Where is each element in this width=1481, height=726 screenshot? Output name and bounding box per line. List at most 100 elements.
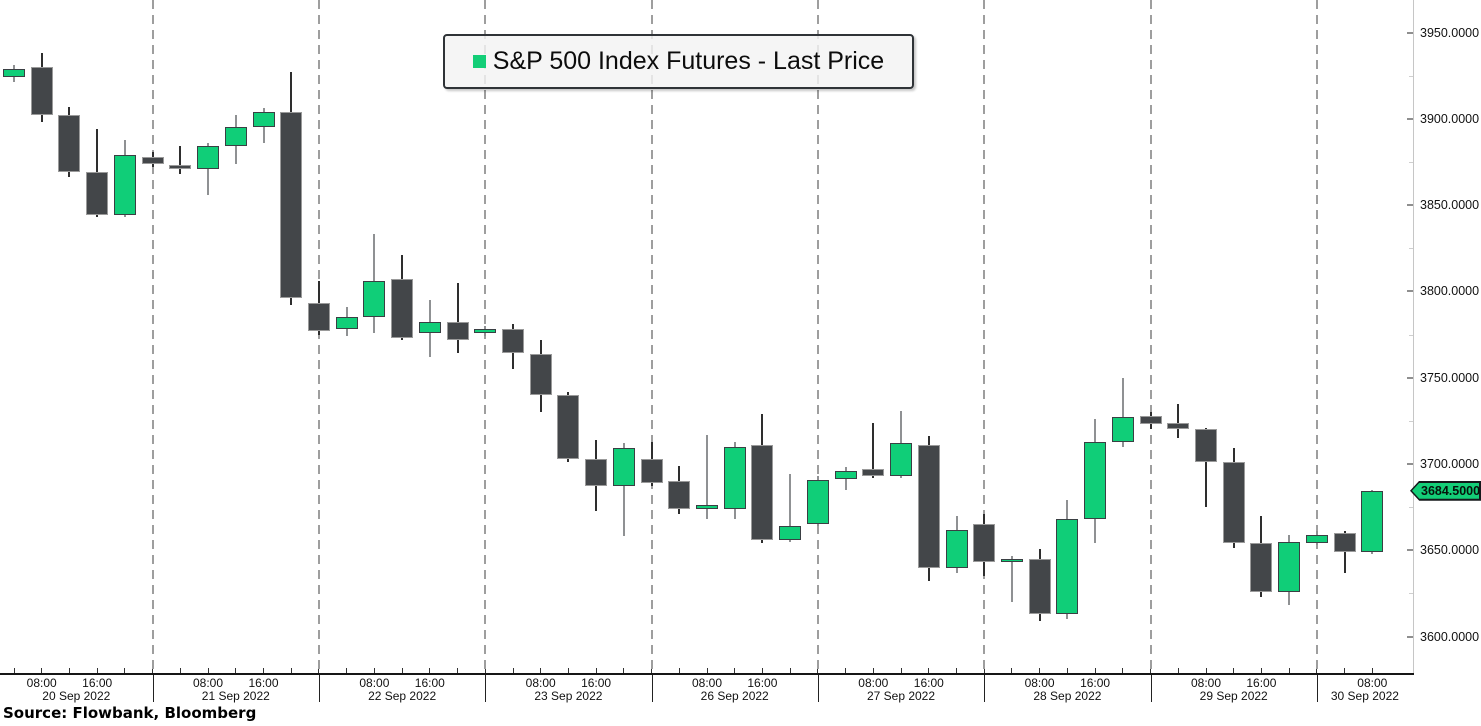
candle-body: [1361, 490, 1384, 552]
candle-body: [1195, 429, 1217, 463]
time-tick: [734, 668, 736, 673]
candle-body: [862, 469, 885, 476]
candle-wick: [1205, 427, 1207, 508]
date-label: 20 Sep 2022: [42, 689, 111, 703]
candle-body: [474, 329, 497, 333]
time-tick: [346, 668, 348, 673]
date-label: 27 Sep 2022: [866, 689, 936, 703]
time-label: 08:00: [192, 676, 224, 690]
time-tick: [124, 668, 126, 673]
date-label: 23 Sep 2022: [534, 689, 603, 703]
day-separator-gridline: [1149, 0, 1152, 673]
time-tick: [512, 668, 514, 673]
price-label: 3750.0000: [1420, 370, 1480, 385]
time-tick: [41, 668, 43, 673]
day-separator-gridline: [151, 0, 154, 673]
candle-body: [1333, 533, 1356, 552]
candle-body: [696, 505, 718, 509]
day-separator-tick: [1316, 675, 1318, 702]
candle-body: [1084, 441, 1107, 520]
candle-body: [280, 111, 303, 299]
price-tick: [1407, 31, 1413, 34]
source-caption: Source: Flowbank, Bloomberg: [3, 704, 257, 722]
candle-wick: [456, 282, 459, 354]
day-separator-gridline: [650, 0, 653, 673]
time-tick: [1177, 668, 1179, 673]
candle-body: [141, 156, 164, 164]
time-tick: [540, 668, 542, 673]
candle-body: [1000, 558, 1023, 563]
price-tick: [1407, 635, 1413, 638]
candle-body: [1278, 541, 1301, 592]
time-label: 08:00: [359, 676, 390, 690]
time-tick: [1066, 668, 1068, 673]
candle-body: [1167, 422, 1190, 430]
candle-body: [418, 322, 441, 333]
date-label: 21 Sep 2022: [201, 689, 270, 703]
candle-body: [1028, 558, 1051, 615]
time-label: 16:00: [581, 676, 612, 690]
time-tick: [1371, 668, 1373, 673]
candle-body: [197, 146, 219, 169]
day-separator-gridline: [317, 0, 320, 673]
time-tick: [263, 668, 264, 673]
day-separator-gridline: [816, 0, 819, 673]
time-tick: [1205, 668, 1207, 673]
time-tick: [872, 668, 874, 673]
candle-wick: [1121, 377, 1124, 447]
day-separator-gridline: [983, 0, 986, 673]
day-separator-tick: [485, 675, 487, 702]
candle-body: [86, 172, 109, 216]
time-tick: [845, 668, 847, 673]
candle-body: [169, 165, 192, 169]
price-minor-tick: [1409, 161, 1413, 163]
candle-body: [1111, 417, 1134, 442]
time-label: 08:00: [858, 676, 889, 690]
price-label: 3850.0000: [1420, 198, 1480, 213]
time-tick: [1094, 668, 1096, 673]
time-tick: [761, 668, 763, 673]
time-label: 08:00: [26, 676, 57, 690]
candle-body: [224, 127, 247, 147]
time-tick: [1011, 668, 1013, 673]
price-label: 3650.0000: [1420, 543, 1480, 558]
price-tick: [1407, 376, 1413, 379]
candle-body: [779, 526, 802, 540]
candle-body: [557, 394, 580, 459]
last-price-tag: 3684.5000: [1410, 480, 1481, 501]
day-separator-tick: [817, 675, 819, 702]
time-tick: [1288, 668, 1290, 673]
price-minor-tick: [1409, 420, 1413, 422]
candle-body: [1222, 462, 1245, 544]
candle-body: [668, 481, 691, 509]
time-tick: [678, 668, 680, 673]
price-minor-tick: [1409, 248, 1413, 250]
candle-wick: [179, 146, 182, 174]
time-tick: [401, 668, 403, 673]
time-tick: [179, 668, 181, 673]
price-label: 3600.0000: [1420, 629, 1480, 644]
price-label: 3950.0000: [1420, 25, 1480, 40]
candle-wick: [622, 443, 625, 537]
time-label: 16:00: [1080, 676, 1111, 690]
price-label: 3700.0000: [1420, 457, 1480, 471]
time-tick: [1122, 668, 1124, 673]
time-tick: [207, 668, 209, 673]
time-label: 16:00: [414, 676, 445, 690]
candle-body: [113, 155, 136, 216]
time-label: 08:00: [1357, 676, 1388, 690]
candle-body: [1250, 543, 1273, 592]
candle-body: [363, 281, 386, 318]
candle-wick: [706, 434, 708, 520]
legend-series-marker-icon: [472, 55, 486, 68]
plot-area: S&P 500 Index Futures - Last Price: [3, 0, 1384, 673]
candle-body: [834, 470, 857, 480]
time-label: 08:00: [1190, 676, 1222, 690]
time-tick: [706, 668, 708, 673]
time-label: 08:00: [691, 676, 723, 690]
time-tick: [928, 668, 930, 673]
time-tick: [429, 668, 431, 673]
time-tick: [900, 668, 902, 673]
y-axis-line: [1413, 0, 1414, 675]
